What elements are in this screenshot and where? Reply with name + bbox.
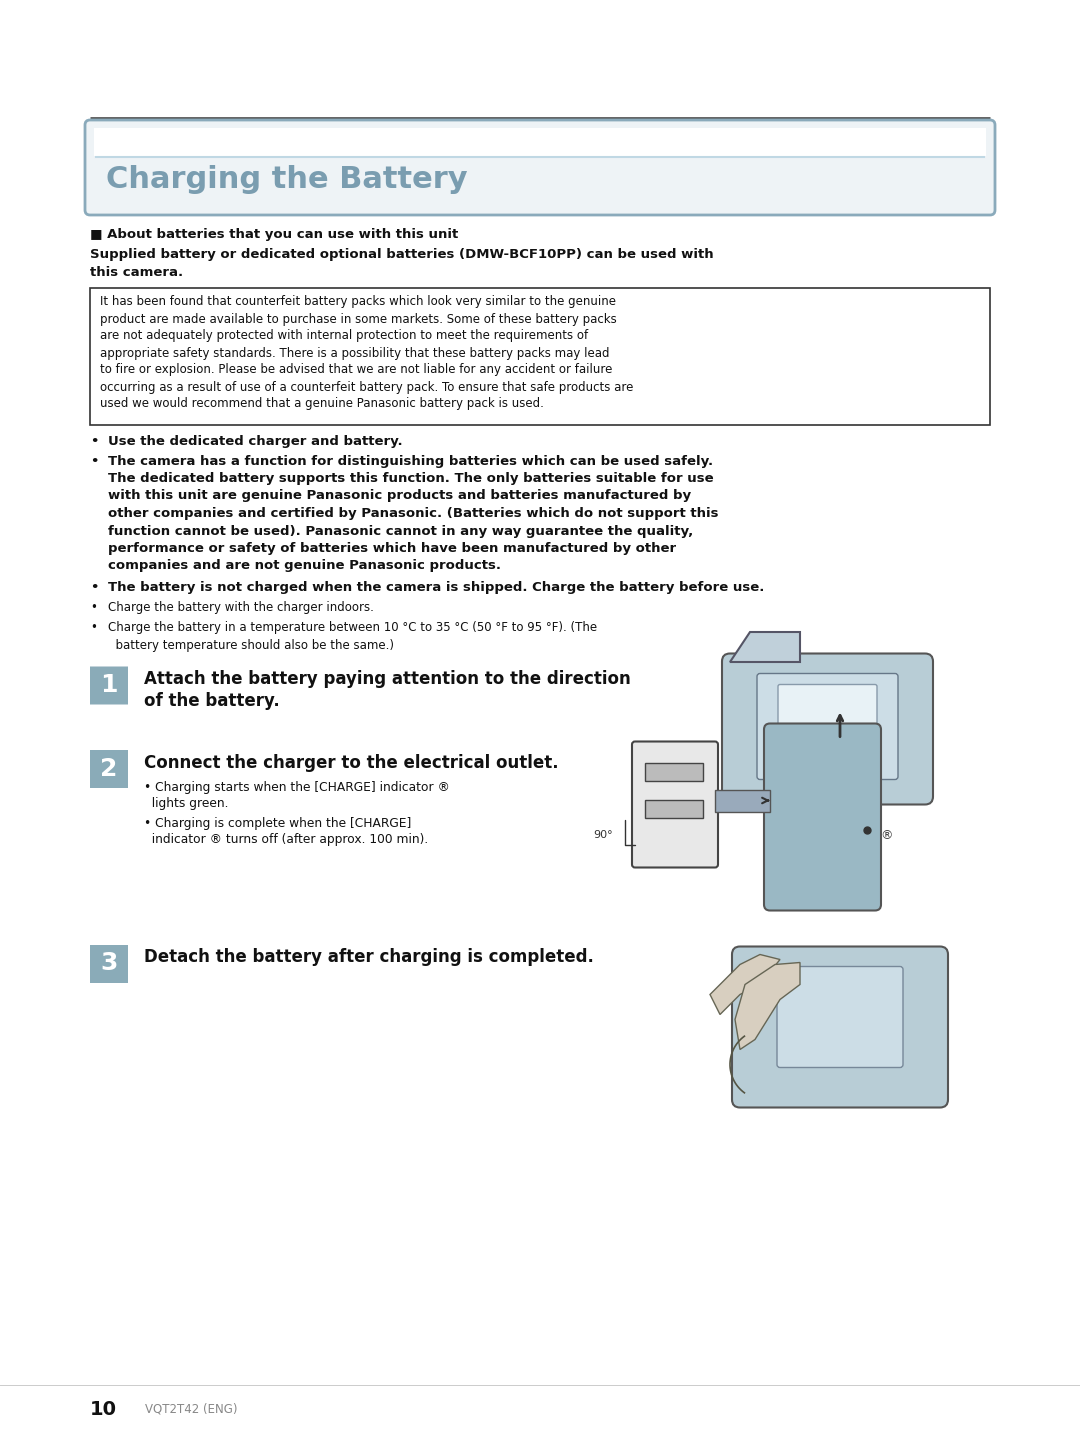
Text: of the battery.: of the battery. [144,693,280,710]
FancyBboxPatch shape [90,749,129,787]
Text: are not adequately protected with internal protection to meet the requirements o: are not adequately protected with intern… [100,329,589,342]
Text: Charging the Battery: Charging the Battery [106,165,468,194]
FancyBboxPatch shape [778,684,877,764]
FancyBboxPatch shape [90,945,129,982]
FancyBboxPatch shape [645,800,703,817]
Text: lights green.: lights green. [144,797,229,810]
Text: Detach the battery after charging is completed.: Detach the battery after charging is com… [144,949,594,966]
Text: battery temperature should also be the same.): battery temperature should also be the s… [108,639,394,652]
FancyBboxPatch shape [90,667,129,704]
FancyBboxPatch shape [757,674,897,780]
Text: 90°: 90° [593,829,612,839]
Polygon shape [735,962,800,1049]
Text: Use the dedicated charger and battery.: Use the dedicated charger and battery. [108,435,403,448]
Text: • Charging is complete when the [CHARGE]: • Charging is complete when the [CHARGE] [144,817,411,830]
FancyBboxPatch shape [723,653,933,804]
Text: The camera has a function for distinguishing batteries which can be used safely.: The camera has a function for distinguis… [108,455,713,468]
Text: Charge the battery with the charger indoors.: Charge the battery with the charger indo… [108,601,374,614]
Text: •: • [90,581,98,594]
FancyBboxPatch shape [797,758,858,804]
Text: ®: ® [880,829,892,842]
Text: The dedicated battery supports this function. The only batteries suitable for us: The dedicated battery supports this func… [108,472,714,485]
Text: occurring as a result of use of a counterfeit battery pack. To ensure that safe : occurring as a result of use of a counte… [100,381,633,394]
Text: performance or safety of batteries which have been manufactured by other: performance or safety of batteries which… [108,542,676,555]
FancyBboxPatch shape [85,120,995,214]
Text: The battery is not charged when the camera is shipped. Charge the battery before: The battery is not charged when the came… [108,581,765,594]
FancyBboxPatch shape [90,287,990,425]
Text: •: • [90,435,98,448]
FancyBboxPatch shape [715,790,770,811]
Text: 1: 1 [100,674,118,697]
FancyBboxPatch shape [732,946,948,1107]
Text: Connect the charger to the electrical outlet.: Connect the charger to the electrical ou… [144,753,558,771]
Text: It has been found that counterfeit battery packs which look very similar to the : It has been found that counterfeit batte… [100,296,616,309]
Text: ■ About batteries that you can use with this unit: ■ About batteries that you can use with … [90,227,458,241]
Text: used we would recommend that a genuine Panasonic battery pack is used.: used we would recommend that a genuine P… [100,397,544,410]
Text: other companies and certified by Panasonic. (Batteries which do not support this: other companies and certified by Panason… [108,507,718,520]
Text: •: • [90,455,98,468]
Text: with this unit are genuine Panasonic products and batteries manufactured by: with this unit are genuine Panasonic pro… [108,490,691,503]
FancyBboxPatch shape [94,128,986,156]
Text: Supplied battery or dedicated optional batteries (DMW-BCF10PP) can be used with: Supplied battery or dedicated optional b… [90,248,714,261]
Text: 3: 3 [100,952,118,975]
Text: Charge the battery in a temperature between 10 °C to 35 °C (50 °F to 95 °F). (Th: Charge the battery in a temperature betw… [108,622,597,635]
Text: • Charging starts when the [CHARGE] indicator ®: • Charging starts when the [CHARGE] indi… [144,781,450,794]
Text: •: • [90,622,97,635]
Text: •: • [90,601,97,614]
Polygon shape [730,632,800,662]
FancyBboxPatch shape [777,966,903,1068]
FancyBboxPatch shape [764,723,881,910]
Text: companies and are not genuine Panasonic products.: companies and are not genuine Panasonic … [108,559,501,572]
Text: 2: 2 [100,756,118,781]
FancyBboxPatch shape [632,742,718,868]
Text: this camera.: this camera. [90,265,184,278]
Polygon shape [710,955,780,1014]
Text: indicator ® turns off (after approx. 100 min).: indicator ® turns off (after approx. 100… [144,833,429,846]
Text: Attach the battery paying attention to the direction: Attach the battery paying attention to t… [144,671,631,688]
Text: appropriate safety standards. There is a possibility that these battery packs ma: appropriate safety standards. There is a… [100,346,609,359]
Text: VQT2T42 (ENG): VQT2T42 (ENG) [145,1403,238,1416]
Text: product are made available to purchase in some markets. Some of these battery pa: product are made available to purchase i… [100,313,617,326]
Text: 10: 10 [90,1400,117,1419]
FancyBboxPatch shape [645,762,703,781]
Text: function cannot be used). Panasonic cannot in any way guarantee the quality,: function cannot be used). Panasonic cann… [108,525,693,538]
Text: to fire or explosion. Please be advised that we are not liable for any accident : to fire or explosion. Please be advised … [100,364,612,377]
